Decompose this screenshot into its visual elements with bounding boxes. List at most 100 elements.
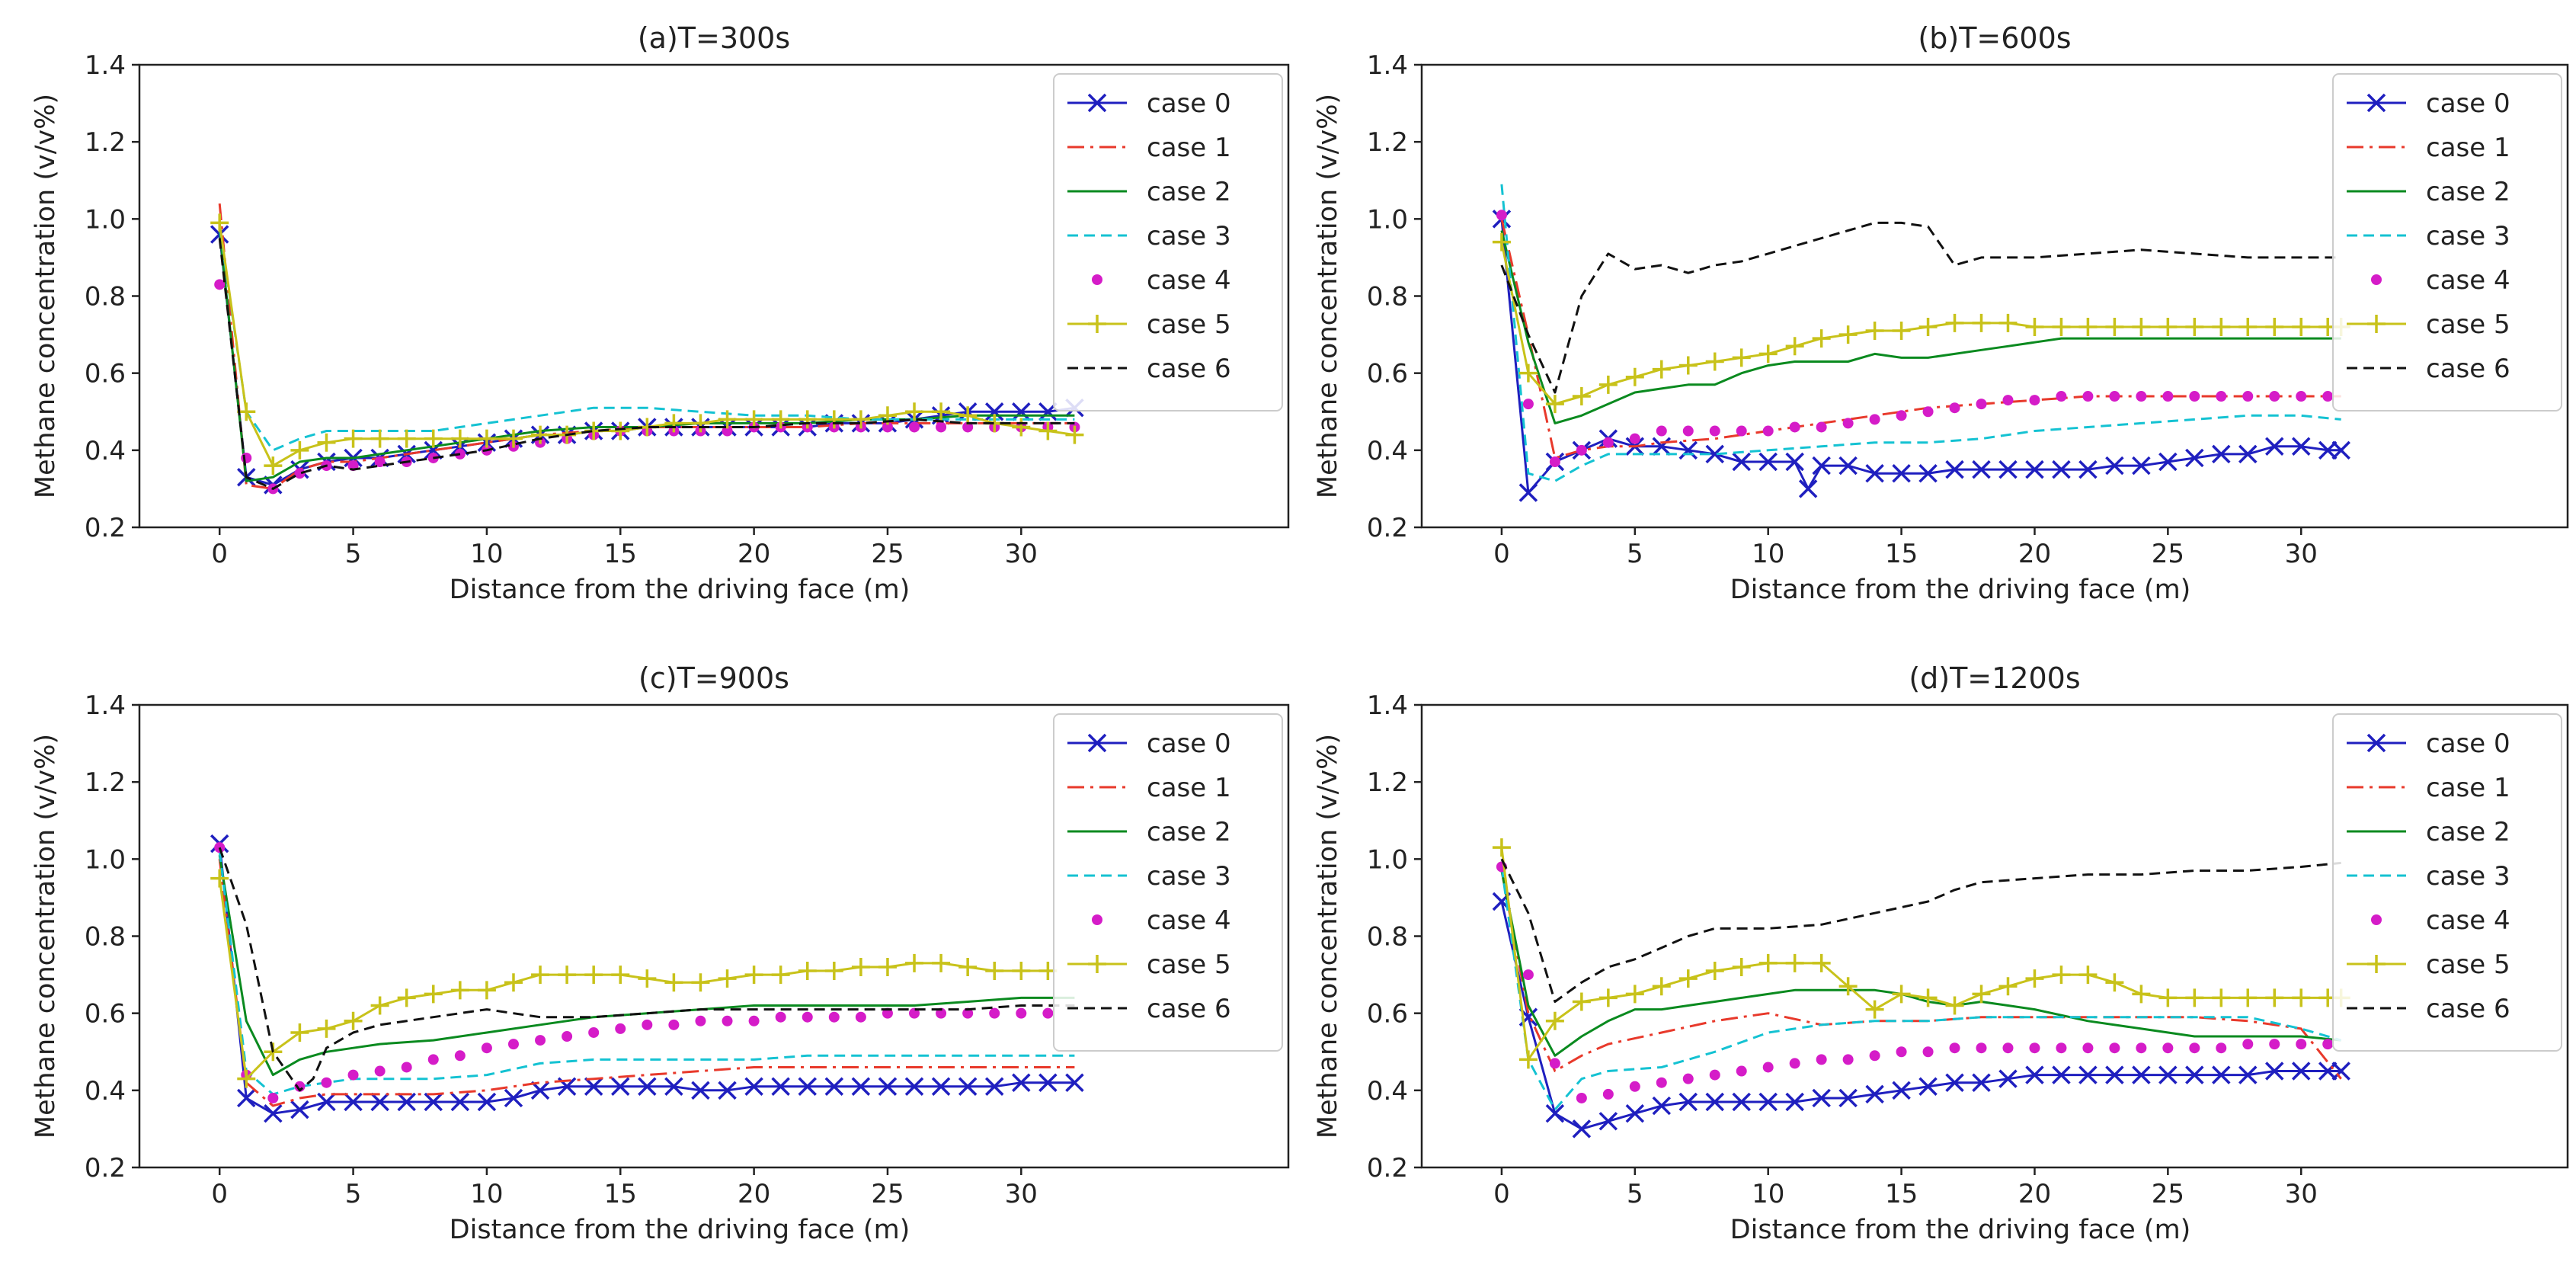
series-case-6 xyxy=(1500,221,2341,394)
data-point xyxy=(985,962,1004,981)
data-point xyxy=(984,1077,1004,1097)
data-point xyxy=(2056,1042,2067,1054)
legend-label: case 1 xyxy=(2426,133,2510,163)
data-point xyxy=(958,1077,978,1097)
data-point xyxy=(477,1092,497,1112)
data-point xyxy=(1656,1077,1667,1088)
data-point xyxy=(1785,452,1804,472)
data-point xyxy=(824,410,843,429)
data-point xyxy=(2238,317,2258,336)
legend-item-case-4: case 4 xyxy=(1092,905,1231,936)
data-point xyxy=(1065,425,1084,444)
data-point xyxy=(2189,391,2200,402)
data-point xyxy=(2238,988,2258,1007)
x-tick-label: 5 xyxy=(345,539,362,569)
data-point xyxy=(1918,463,1938,483)
data-point xyxy=(1682,425,1694,437)
legend-box xyxy=(2332,713,2562,1052)
data-point xyxy=(1602,1088,1614,1100)
data-point xyxy=(1785,953,1804,972)
data-point xyxy=(909,1007,920,1019)
legend-label: case 6 xyxy=(2426,354,2510,384)
data-point xyxy=(1736,1065,1747,1077)
data-point xyxy=(638,1077,657,1097)
x-tick-label: 5 xyxy=(1627,1179,1643,1209)
data-point xyxy=(1705,1092,1724,1112)
series-case-1 xyxy=(218,203,1075,490)
data-point xyxy=(1602,437,1614,448)
data-point xyxy=(611,421,630,440)
data-point xyxy=(855,1011,866,1023)
legend-label: case 1 xyxy=(1147,133,1231,163)
data-point xyxy=(1892,985,1911,1004)
data-point xyxy=(1918,988,1938,1007)
data-point xyxy=(1918,317,1938,336)
series-line xyxy=(218,203,1075,490)
data-point xyxy=(722,1015,733,1026)
data-point xyxy=(2136,1042,2147,1054)
data-point xyxy=(584,1077,603,1097)
data-point xyxy=(450,429,469,448)
data-point xyxy=(241,452,252,463)
data-point xyxy=(290,1100,309,1119)
data-point xyxy=(1758,953,1778,972)
data-point xyxy=(454,1050,466,1062)
data-point xyxy=(1016,1007,1027,1019)
series-case-3 xyxy=(1500,184,2341,482)
data-point xyxy=(237,1069,256,1088)
legend-label: case 5 xyxy=(2426,309,2510,340)
data-point xyxy=(1896,410,1907,421)
legend-item-case-6: case 6 xyxy=(1067,994,1231,1024)
data-point xyxy=(1949,402,1960,414)
data-point xyxy=(1545,1011,1564,1030)
data-point xyxy=(1865,1084,1884,1104)
data-point xyxy=(2052,966,2071,985)
legend-item-case-2: case 2 xyxy=(1067,177,1231,207)
y-tick-label: 1.0 xyxy=(85,204,126,235)
y-axis-label: Methane concentration (v/v%) xyxy=(30,734,61,1138)
legend-marker xyxy=(1092,914,1102,925)
series-case-5 xyxy=(210,869,1058,1088)
data-point xyxy=(824,962,843,981)
data-point xyxy=(664,973,683,992)
x-tick-label: 30 xyxy=(1005,1179,1038,1209)
legend-item-case-0: case 0 xyxy=(1067,88,1231,119)
data-point xyxy=(1492,838,1511,857)
data-point xyxy=(2269,391,2280,402)
x-tick-label: 5 xyxy=(345,1179,362,1209)
data-point xyxy=(535,1035,546,1046)
data-point xyxy=(1736,425,1747,437)
y-tick-label: 0.2 xyxy=(1367,1153,1408,1183)
data-point xyxy=(936,421,947,433)
series-line xyxy=(1500,184,2341,482)
legend-box xyxy=(1053,713,1283,1052)
data-point xyxy=(2212,444,2231,464)
series-case-4 xyxy=(1496,861,2334,1103)
data-point xyxy=(1652,977,1671,996)
data-point xyxy=(1922,406,1934,418)
data-point xyxy=(798,1077,817,1097)
data-point xyxy=(664,1077,683,1097)
x-axis-label: Distance from the driving face (m) xyxy=(450,1215,910,1245)
data-point xyxy=(1678,356,1698,375)
data-point xyxy=(1972,460,1991,479)
legend-item-case-1: case 1 xyxy=(2347,133,2510,163)
legend-label: case 4 xyxy=(2426,265,2510,296)
legend-marker xyxy=(2371,914,2382,925)
legend-label: case 1 xyxy=(1147,773,1231,803)
data-point xyxy=(2212,317,2231,336)
data-point xyxy=(1629,1081,1640,1092)
data-point xyxy=(2189,1042,2200,1054)
series-line xyxy=(1500,230,2341,424)
x-tick-label: 30 xyxy=(1005,539,1038,569)
data-point xyxy=(1758,452,1778,472)
legend-label: case 2 xyxy=(2426,817,2510,847)
data-point xyxy=(370,1092,389,1112)
legend-item-case-5: case 5 xyxy=(2347,950,2510,980)
legend-marker xyxy=(2367,955,2386,973)
data-point xyxy=(882,421,893,433)
legend-label: case 0 xyxy=(1147,729,1231,759)
data-point xyxy=(775,1011,786,1023)
series-case-0 xyxy=(210,225,1084,495)
